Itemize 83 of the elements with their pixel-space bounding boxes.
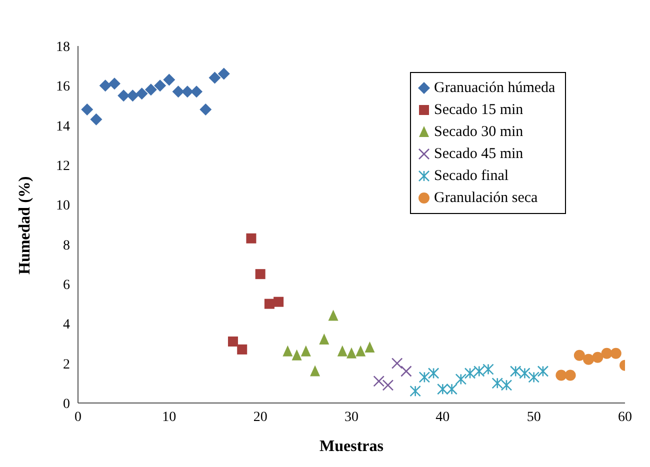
point bbox=[574, 350, 585, 361]
point bbox=[90, 113, 102, 126]
point bbox=[428, 368, 440, 379]
x-tick-label: 50 bbox=[526, 410, 541, 425]
point bbox=[292, 349, 302, 360]
point bbox=[300, 345, 311, 356]
point bbox=[172, 86, 184, 98]
point bbox=[455, 374, 467, 385]
point bbox=[583, 354, 594, 365]
point bbox=[108, 78, 120, 90]
point bbox=[163, 74, 176, 86]
point bbox=[346, 347, 356, 358]
point bbox=[446, 383, 458, 395]
point bbox=[118, 90, 130, 102]
point bbox=[208, 72, 221, 84]
y-tick-label: 16 bbox=[56, 80, 70, 95]
point bbox=[264, 298, 274, 309]
point bbox=[337, 345, 348, 356]
point bbox=[592, 352, 604, 363]
y-tick-label: 18 bbox=[56, 40, 70, 55]
y-tick-label: 6 bbox=[63, 278, 70, 293]
point bbox=[519, 368, 530, 379]
y-tick-label: 14 bbox=[56, 119, 70, 134]
y-axis-title: Humedad (%) bbox=[16, 176, 34, 274]
x-tick-label: 10 bbox=[162, 410, 176, 425]
point bbox=[473, 366, 485, 377]
point bbox=[328, 310, 338, 321]
point bbox=[556, 370, 567, 381]
point bbox=[255, 269, 266, 280]
legend-label: Granulación seca bbox=[434, 189, 538, 208]
point bbox=[437, 383, 448, 395]
legend-label: Secado final bbox=[434, 167, 509, 186]
y-tick-label: 10 bbox=[56, 198, 70, 214]
point bbox=[190, 86, 203, 98]
y-tick-label: 4 bbox=[63, 318, 70, 333]
y-tick-label: 8 bbox=[63, 238, 70, 254]
point bbox=[601, 348, 612, 359]
point bbox=[200, 103, 212, 116]
point bbox=[400, 366, 412, 377]
point bbox=[274, 296, 284, 307]
point bbox=[382, 380, 394, 391]
point bbox=[410, 385, 421, 397]
x-tick-label: 20 bbox=[253, 410, 268, 425]
point bbox=[237, 344, 248, 354]
point bbox=[218, 68, 230, 80]
point bbox=[373, 376, 384, 387]
point bbox=[528, 372, 540, 383]
point bbox=[482, 364, 494, 375]
x-tick-label: 0 bbox=[74, 410, 82, 425]
y-tick-label: 2 bbox=[63, 357, 70, 372]
x-tick-label: 60 bbox=[618, 410, 632, 425]
legend-label: Secado 30 min bbox=[434, 123, 524, 142]
point bbox=[282, 345, 293, 356]
legend-label: Secado 45 min bbox=[434, 145, 524, 164]
point bbox=[364, 341, 375, 352]
x-tick-label: 40 bbox=[436, 410, 450, 425]
point bbox=[99, 80, 112, 92]
x-axis-title: Muestras bbox=[320, 438, 384, 455]
y-tick-label: 12 bbox=[56, 158, 70, 174]
legend-label: Secado 15 min bbox=[434, 101, 524, 120]
point bbox=[81, 103, 94, 116]
point bbox=[228, 336, 238, 347]
x-tick-label: 30 bbox=[344, 410, 358, 425]
point bbox=[144, 84, 157, 96]
point bbox=[610, 348, 622, 359]
point bbox=[464, 368, 476, 379]
legend-label: Granuación húmeda bbox=[434, 79, 556, 98]
point bbox=[136, 88, 148, 100]
point bbox=[418, 372, 430, 383]
point bbox=[391, 358, 403, 369]
point bbox=[181, 86, 194, 98]
point bbox=[510, 366, 522, 377]
point bbox=[564, 370, 576, 381]
point bbox=[246, 233, 256, 244]
point bbox=[492, 378, 504, 389]
point bbox=[310, 365, 320, 376]
point bbox=[126, 90, 139, 102]
y-tick-label: 0 bbox=[63, 396, 70, 412]
point bbox=[500, 380, 512, 391]
point bbox=[537, 366, 549, 377]
point bbox=[356, 345, 366, 356]
point bbox=[319, 334, 330, 345]
point bbox=[154, 80, 166, 92]
